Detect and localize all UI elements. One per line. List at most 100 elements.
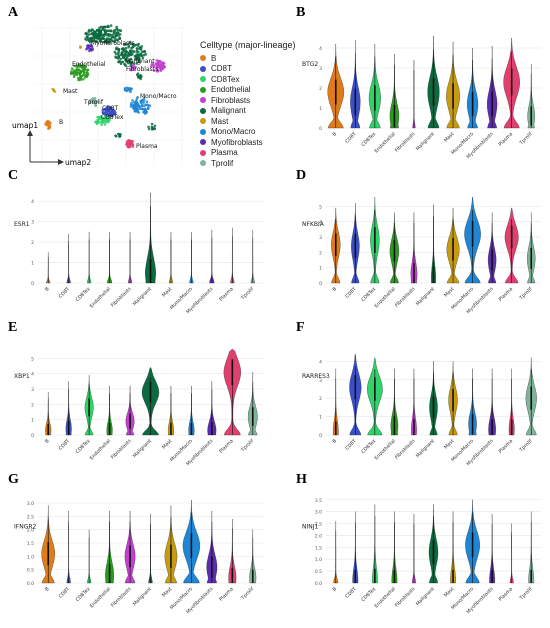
ytick-label: 3 [319, 378, 322, 384]
ytick-label: 3 [319, 66, 322, 72]
xtick-label-cd8t: CD8T [344, 286, 358, 300]
umap-point-endothelial [86, 68, 90, 72]
xtick-label-malignant: Malignant [415, 131, 436, 152]
umap-point-endothelial [85, 70, 89, 74]
umap-points [44, 24, 166, 149]
ytick-label: 3 [319, 235, 322, 241]
umap-point-malignant [124, 50, 128, 53]
xtick-label-b: B [44, 286, 51, 293]
umap-point-tprolif [89, 98, 92, 102]
violin-chart-rarres3: 0 1 2 3 4 RARRES3 B CD8T CD8TexEndothelialFibrob… [302, 353, 541, 467]
xtick-label-endothelial: Endothelial [89, 438, 112, 461]
umap-point-mono-macro [142, 111, 145, 114]
xtick-label-fibroblasts: Fibroblasts [110, 438, 133, 461]
umap-point-malignant [137, 50, 140, 54]
umap-point-cd8tex [106, 120, 110, 123]
umap-point-fibroblasts [151, 62, 154, 65]
legend-item-cd8tex: CD8Tex [200, 74, 300, 85]
xtick-label-tprolif: Tprolif [518, 131, 534, 147]
legend-swatch [200, 65, 206, 72]
umap-point-malignant [98, 26, 101, 30]
xtick-label-cd8tex: CD8Tex [75, 286, 92, 303]
legend-swatch [200, 76, 206, 83]
ytick-label: 2.0 [27, 528, 34, 534]
ytick-label: 2.5 [27, 514, 34, 520]
ytick-label: 3 [31, 220, 34, 226]
umap-point-malignant [137, 60, 141, 63]
umap-point-malignant [91, 28, 94, 32]
umap-point-malignant [140, 50, 144, 54]
legend-label: B [211, 53, 217, 63]
ytick-label: 5 [319, 204, 322, 210]
xtick-label-plasma: Plasma [498, 286, 515, 303]
umap-point-cd8t [105, 112, 109, 115]
umap-point-malignant [127, 46, 130, 49]
umap-point-fibroblasts [156, 65, 159, 68]
xtick-label-plasma: Plasma [218, 586, 235, 603]
legend-swatch [200, 86, 206, 93]
legend-item-endothelial: Endothelial [200, 85, 300, 96]
ytick-label: 1 [31, 418, 34, 424]
umap-point-malignant [97, 28, 101, 32]
violin-chart-ifngr2: 0.0 0.5 1.0 1.5 2.0 2.5 3.0 IFNGR2 B CD8T CD8TexEn… [14, 500, 263, 615]
ytick-label: 0 [319, 433, 322, 439]
umap-point-tprolif [92, 100, 96, 104]
umap-point-malignant [105, 38, 109, 41]
umap-point-malignant [114, 134, 117, 137]
ylabel: NINJ1 [302, 523, 319, 530]
panel-letter-c: C [8, 168, 19, 183]
umap-label-fibroblasts: Fibroblasts [126, 66, 158, 73]
umap-point-malignant [150, 128, 154, 131]
ytick-label: 2 [31, 240, 34, 246]
umap-point-malignant [135, 62, 139, 65]
umap-point-b [45, 123, 49, 127]
panel-letter-b: B [296, 5, 306, 20]
umap-point-fibroblasts [132, 68, 136, 71]
legend-label: CD8T [211, 64, 232, 74]
ytick-label: 2 [319, 250, 322, 256]
umap-point-malignant [111, 39, 114, 42]
umap-point-fibroblasts [155, 70, 159, 73]
umap-point-malignant [104, 25, 107, 29]
umap-point-endothelial [72, 75, 76, 79]
umap-point-plasma [129, 142, 132, 145]
umap-point-tprolif [89, 100, 92, 104]
legend-label: Fibroblasts [211, 95, 251, 105]
ytick-label: 4 [319, 220, 322, 226]
xtick-label-b: B [44, 438, 51, 445]
umap-point-malignant [115, 27, 119, 31]
umap-point-malignant [87, 39, 91, 42]
ytick-label: 0 [31, 281, 34, 287]
umap-point-malignant [124, 64, 127, 67]
umap-point-mono-macro [136, 96, 139, 99]
umap-point-mono-macro [140, 103, 144, 107]
umap-point-mono-macro [142, 96, 146, 100]
umap-point-endothelial [75, 64, 78, 68]
umap-point-malignant [93, 30, 96, 34]
umap-point-endothelial [83, 76, 87, 79]
ytick-label: 0 [319, 281, 322, 287]
xtick-label-malignant: Malignant [415, 438, 436, 459]
xtick-label-mast: Mast [161, 586, 173, 598]
xtick-label-endothelial: Endothelial [374, 438, 397, 461]
umap-point-malignant [117, 34, 120, 37]
umap-point-malignant [131, 49, 134, 53]
umap-point-cd8tex [100, 121, 103, 124]
umap-point-malignant [150, 125, 154, 129]
umap-point-malignant [98, 34, 102, 38]
legend-item-myofibroblasts: Myofibroblasts [200, 137, 300, 148]
umap-point-mono-macro [142, 101, 145, 104]
umap-point-plasma [128, 140, 131, 143]
xtick-label-malignant: Malignant [132, 586, 153, 607]
umap-point-malignant [137, 75, 141, 78]
umap-point-malignant [116, 47, 120, 51]
umap-point-malignant [125, 55, 128, 58]
umap-point-malignant [136, 44, 140, 47]
violin-panel-ifngr2: 0.0 0.5 1.0 1.5 2.0 2.5 3.0 IFNGR2 B CD8T CD8Tex En… [12, 487, 267, 628]
umap-label-plasma: Plasma [136, 143, 158, 150]
umap-point-mono-macro [129, 103, 133, 106]
umap-point-fibroblasts [153, 64, 156, 68]
panel-letter-a: A [8, 5, 19, 20]
umap-point-endothelial [81, 73, 85, 77]
umap-label-cd8tex: CD8Tex [101, 114, 124, 121]
